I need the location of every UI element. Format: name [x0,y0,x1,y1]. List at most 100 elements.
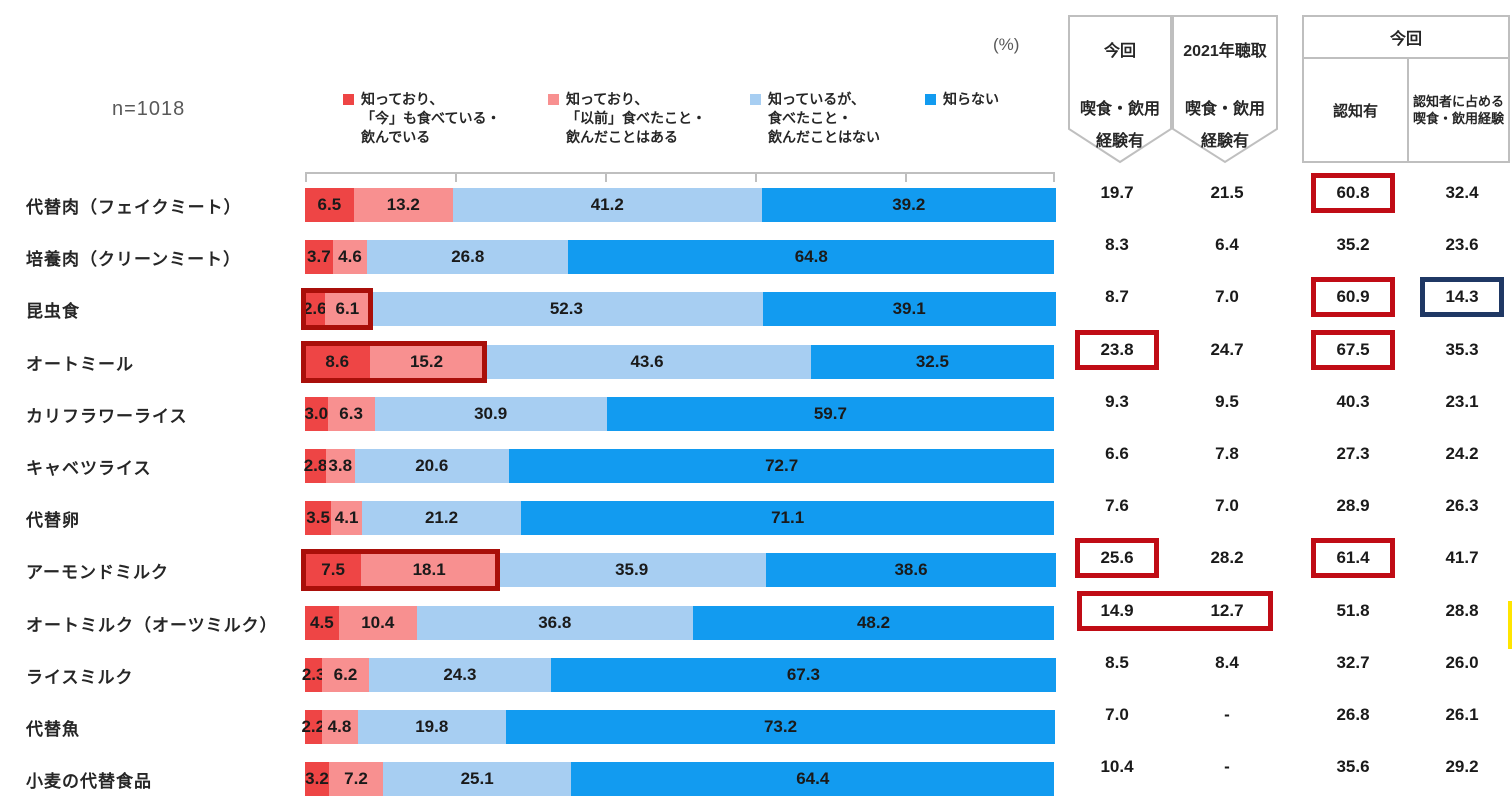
stacked-bar: 2.2 4.8 19.8 73.2 [301,710,1055,744]
legend-label: 知っているが、 食べたこと・ 飲んだことはない [768,91,880,145]
stacked-bar: 3.0 6.3 30.9 59.7 [304,397,1055,431]
row-label: キャベツライス [26,458,152,478]
bar-value-label: 64.8 [794,247,828,266]
bar-segment-know-eating-now: 2.3 [302,658,325,692]
bar-segment-dont-know: 64.4 [571,762,1055,796]
bar-value-label: 26.8 [451,247,485,266]
bar-segment-know-not-eaten: 19.8 [357,710,506,744]
table-cell-value: 7.0 [1215,496,1239,515]
bar-segment-know-eating-now: 3.0 [304,397,328,431]
bar-segment-know-ate-before: 4.1 [331,501,362,535]
column-header-experience-rate: 認知者に占める喫食・飲用経験 [1412,94,1504,126]
bar-value-label: 48.2 [856,613,891,632]
table-cell-value: 28.8 [1445,601,1479,620]
table-cell-value: 24.7 [1210,340,1244,359]
bar-segment-know-ate-before: 15.2 [369,345,484,379]
bar-segment-know-ate-before: 4.8 [321,710,358,744]
bar-value-label: 2.8 [303,456,328,475]
bar-segment-know-not-eaten: 24.3 [368,658,551,692]
table-cell-value: 32.4 [1445,183,1479,202]
table-cell-value: 7.0 [1105,705,1129,724]
table-cell-value: 7.6 [1105,496,1129,515]
sample-size-label: n=1018 [112,98,186,120]
bar-value-label: 73.2 [763,717,798,736]
bar-value-label: 71.1 [771,508,805,527]
table-cell-value: 7.8 [1215,444,1239,463]
x-axis-line [305,172,1055,174]
legend-swatch-dont-know [925,94,936,105]
banner-line: 喫食・飲用 [1079,101,1160,118]
table-cell-value: 21.5 [1210,183,1244,202]
table-cell-value: 10.4 [1100,757,1134,776]
bar-segment-dont-know: 39.1 [762,292,1056,326]
cell-highlight-box-red [1311,330,1395,370]
row-label: ライスミルク [26,667,134,687]
table-cell-value: 32.7 [1336,653,1370,672]
table-cell-value: 26.1 [1445,705,1479,724]
table-cell-value: 27.3 [1336,444,1370,463]
table-cell-value: 8.3 [1105,235,1129,254]
cell-highlight-box-red [1075,330,1159,370]
x-axis-tick-20 [455,172,457,182]
header-banner-2021-experience: 2021年聴取 喫食・飲用 経験有 [1172,15,1278,165]
bar-value-label: 10.4 [361,613,395,632]
row-label: アーモンドミルク [26,562,169,582]
bar-value-label: 6.2 [333,665,358,684]
bar-segment-know-not-eaten: 20.6 [354,449,509,483]
row-label: 代替肉（フェイクミート） [26,197,242,217]
bar-segment-dont-know: 48.2 [692,606,1055,640]
x-axis-tick-40 [605,172,607,182]
table-cell-value: 67.5 [1336,340,1370,359]
legend-swatch-know-ate-before [548,94,559,105]
bar-highlight-box [301,549,500,591]
table-cell-value: 28.2 [1210,548,1244,567]
table-cell-value: 61.4 [1336,548,1370,567]
bar-value-label: 4.8 [327,717,352,736]
bar-segment-know-not-eaten: 43.6 [483,345,811,379]
bar-value-label: 4.6 [338,247,362,266]
banner-pennant-shape [1172,15,1278,164]
table-cell-value: 19.7 [1100,183,1134,202]
bar-segment-know-not-eaten: 26.8 [367,240,569,274]
table-cell-value: 9.5 [1215,392,1239,411]
bar-segment-know-not-eaten: 36.8 [416,606,693,640]
table-cell-value: 35.2 [1336,235,1370,254]
table-cell-value: 6.4 [1215,235,1239,254]
table-cell-value: 51.8 [1336,601,1370,620]
bar-value-label: 18.1 [412,560,446,579]
bar-value-label: 64.4 [796,769,830,788]
bar-segment-know-eating-now: 7.5 [305,553,362,587]
awareness-table-header: 今回 認知有 認知者に占める喫食・飲用経験 [1302,15,1510,163]
bar-segment-know-ate-before: 10.4 [338,606,417,640]
bar-value-label: 21.2 [424,508,459,527]
x-axis-tick-80 [905,172,907,182]
bar-value-label: 3.7 [307,247,331,266]
legend-label: 知っており、 「今」も食べている・ 飲んでいる [361,91,501,145]
banner-line: 経験有 [1200,133,1249,150]
legend-item-know-eating-now: 知っており、 「今」も食べている・ 飲んでいる [343,90,500,147]
table-cell-value: 26.8 [1336,705,1370,724]
table-cell-value: 12.7 [1210,601,1244,620]
bar-segment-dont-know: 39.2 [761,188,1056,222]
bar-segment-know-eating-now: 2.6 [303,292,327,326]
bar-segment-dont-know: 32.5 [810,345,1055,379]
table-cell-value: 60.9 [1336,287,1370,306]
row-label: オートミルク（オーツミルク） [26,615,278,635]
table-cell-value: 9.3 [1105,392,1129,411]
bar-value-label: 59.7 [813,404,847,423]
bar-segment-know-not-eaten: 25.1 [383,762,572,796]
bar-value-label: 36.8 [538,613,572,632]
bar-value-label: 3.8 [328,456,353,475]
bar-segment-know-ate-before: 6.3 [327,397,375,431]
bar-value-label: 72.7 [765,456,799,475]
bar-value-label: 20.6 [415,456,449,475]
bar-segment-know-ate-before: 4.6 [332,240,368,274]
bar-value-label: 7.5 [321,560,345,579]
bar-value-label: 24.3 [443,665,477,684]
bar-segment-know-ate-before: 3.8 [326,449,355,483]
row-label: カリフラワーライス [26,406,188,426]
legend-item-know-ate-before: 知っており、 「以前」食べたこと・ 飲んだことはある [548,90,706,147]
row-label: オートミール [26,354,134,374]
table-cell-value: 26.0 [1445,653,1479,672]
banner-line: 喫食・飲用 [1184,101,1265,118]
